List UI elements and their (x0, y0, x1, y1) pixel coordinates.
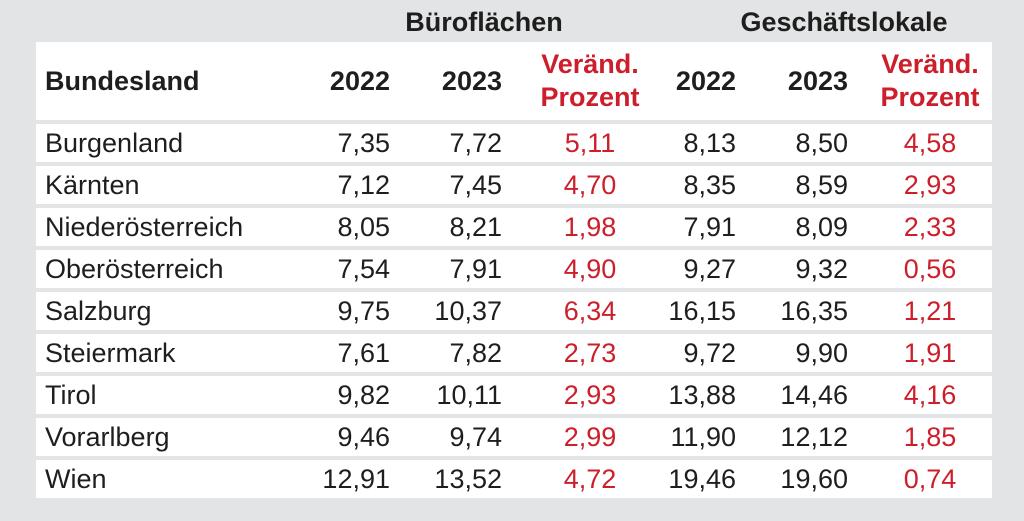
cell-buero-change: 2,73 (563, 338, 617, 368)
cell-buero-change: 5,11 (564, 128, 616, 158)
cell-lokal-2022: 8,35 (683, 170, 736, 200)
cell-buero-change: 4,72 (563, 464, 617, 494)
column-header-lokal-2023: 2023 (787, 65, 848, 96)
cell-lokal-change: 4,16 (903, 380, 957, 410)
cell-lokal-2022: 11,90 (670, 422, 736, 452)
cell-name: Wien (45, 464, 107, 494)
cell-name: Vorarlberg (45, 422, 170, 452)
cell-name: Kärnten (45, 170, 140, 200)
cell-lokal-2022: 8,13 (683, 128, 736, 158)
cell-lokal-change: 0,74 (903, 464, 957, 494)
cell-buero-change: 6,34 (563, 296, 617, 326)
cell-buero-2023: 7,91 (449, 254, 502, 284)
column-header-lokal-change: Veränd. Prozent (870, 42, 990, 120)
cell-name: Tirol (45, 380, 97, 410)
cell-buero-2022: 7,54 (337, 254, 390, 284)
cell-buero-2023: 8,21 (449, 212, 502, 242)
cell-buero-change: 4,90 (563, 254, 617, 284)
cell-buero-2022: 9,75 (337, 296, 390, 326)
cell-lokal-2023: 8,50 (795, 128, 848, 158)
cell-buero-2023: 9,74 (449, 422, 502, 452)
cell-lokal-2023: 12,12 (780, 422, 848, 452)
cell-buero-2023: 13,52 (434, 464, 502, 494)
cell-buero-2022: 7,61 (337, 338, 390, 368)
cell-buero-2022: 9,82 (337, 380, 390, 410)
cell-lokal-2023: 16,35 (780, 296, 848, 326)
cell-lokal-change: 2,93 (903, 170, 957, 200)
column-header-lokal-2022: 2022 (675, 65, 736, 96)
column-header-buero-change-line2: Prozent (540, 82, 640, 112)
cell-name: Niederösterreich (45, 212, 244, 242)
table-row: Salzburg 9,75 10,37 6,34 16,15 16,35 1,21 (36, 292, 992, 330)
cell-lokal-change: 1,21 (903, 296, 957, 326)
cell-buero-change: 2,99 (563, 422, 617, 452)
table-row: Burgenland 7,35 7,72 5,11 8,13 8,50 4,58 (36, 124, 992, 162)
cell-lokal-2022: 13,88 (668, 380, 736, 410)
cell-lokal-change: 4,58 (903, 128, 957, 158)
cell-buero-2023: 10,37 (434, 296, 502, 326)
column-header-buero-change: Veränd. Prozent (524, 42, 656, 120)
cell-buero-2022: 12,91 (322, 464, 390, 494)
table-row: Kärnten 7,12 7,45 4,70 8,35 8,59 2,93 (36, 166, 992, 204)
column-header-row (36, 42, 992, 120)
cell-lokal-2023: 8,09 (795, 212, 848, 242)
cell-lokal-2023: 14,46 (780, 380, 848, 410)
column-header-buero-2023: 2023 (441, 65, 502, 96)
cell-buero-change: 2,93 (563, 380, 617, 410)
group-header-bueroflaechen: Büroflächen (405, 7, 563, 37)
cell-lokal-2023: 9,32 (795, 254, 848, 284)
column-header-lokal-change-line1: Veränd. (881, 49, 979, 79)
cell-buero-2023: 7,72 (449, 128, 502, 158)
price-table: Büroflächen Geschäftslokale Bundesland 2… (36, 0, 992, 521)
cell-buero-change: 1,98 (563, 212, 617, 242)
cell-lokal-change: 1,91 (903, 338, 957, 368)
cell-buero-2023: 7,45 (449, 170, 502, 200)
cell-buero-2023: 7,82 (449, 338, 502, 368)
cell-name: Oberösterreich (45, 254, 224, 284)
table-row: Wien 12,91 13,52 4,72 19,46 19,60 0,74 (36, 460, 992, 498)
cell-lokal-change: 2,33 (903, 212, 957, 242)
table-row: Steiermark 7,61 7,82 2,73 9,72 9,90 1,91 (36, 334, 992, 372)
cell-lokal-2022: 9,27 (683, 254, 736, 284)
cell-name: Salzburg (45, 296, 152, 326)
cell-lokal-2023: 8,59 (795, 170, 848, 200)
column-header-buero-2022: 2022 (329, 65, 390, 96)
group-header-geschaeftslokale: Geschäftslokale (740, 7, 948, 37)
cell-buero-2023: 10,11 (436, 380, 502, 410)
column-header-lokal-change-line2: Prozent (880, 82, 980, 112)
cell-buero-change: 4,70 (563, 170, 617, 200)
table-row: Tirol 9,82 10,11 2,93 13,88 14,46 4,16 (36, 376, 992, 414)
cell-buero-2022: 7,35 (337, 128, 390, 158)
cell-name: Burgenland (45, 128, 184, 158)
column-header-buero-change-line1: Veränd. (541, 49, 639, 79)
cell-lokal-change: 0,56 (903, 254, 957, 284)
cell-lokal-2023: 19,60 (780, 464, 848, 494)
cell-buero-2022: 8,05 (337, 212, 390, 242)
cell-lokal-2022: 16,15 (668, 296, 736, 326)
cell-lokal-change: 1,85 (903, 422, 957, 452)
cell-buero-2022: 9,46 (337, 422, 390, 452)
cell-buero-2022: 7,12 (337, 170, 390, 200)
cell-lokal-2022: 9,72 (683, 338, 736, 368)
cell-lokal-2022: 7,91 (683, 212, 736, 242)
table-row: Oberösterreich 7,54 7,91 4,90 9,27 9,32 0,56 (36, 250, 992, 288)
table-row: Niederösterreich 8,05 8,21 1,98 7,91 8,09 2,33 (36, 208, 992, 246)
cell-lokal-2022: 19,46 (668, 464, 736, 494)
table-row: Vorarlberg 9,46 9,74 2,99 11,90 12,12 1,85 (36, 418, 992, 456)
cell-name: Steiermark (45, 338, 176, 368)
cell-lokal-2023: 9,90 (795, 338, 848, 368)
column-header-bundesland: Bundesland (45, 65, 200, 96)
